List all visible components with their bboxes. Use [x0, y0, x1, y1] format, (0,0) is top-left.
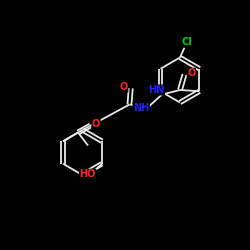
Text: Cl: Cl: [181, 37, 192, 47]
Text: NH: NH: [133, 103, 149, 113]
Text: O: O: [92, 119, 100, 129]
Text: HN: HN: [148, 85, 164, 95]
Text: O: O: [120, 82, 128, 92]
Text: O: O: [187, 68, 196, 78]
Text: HO: HO: [80, 169, 96, 179]
